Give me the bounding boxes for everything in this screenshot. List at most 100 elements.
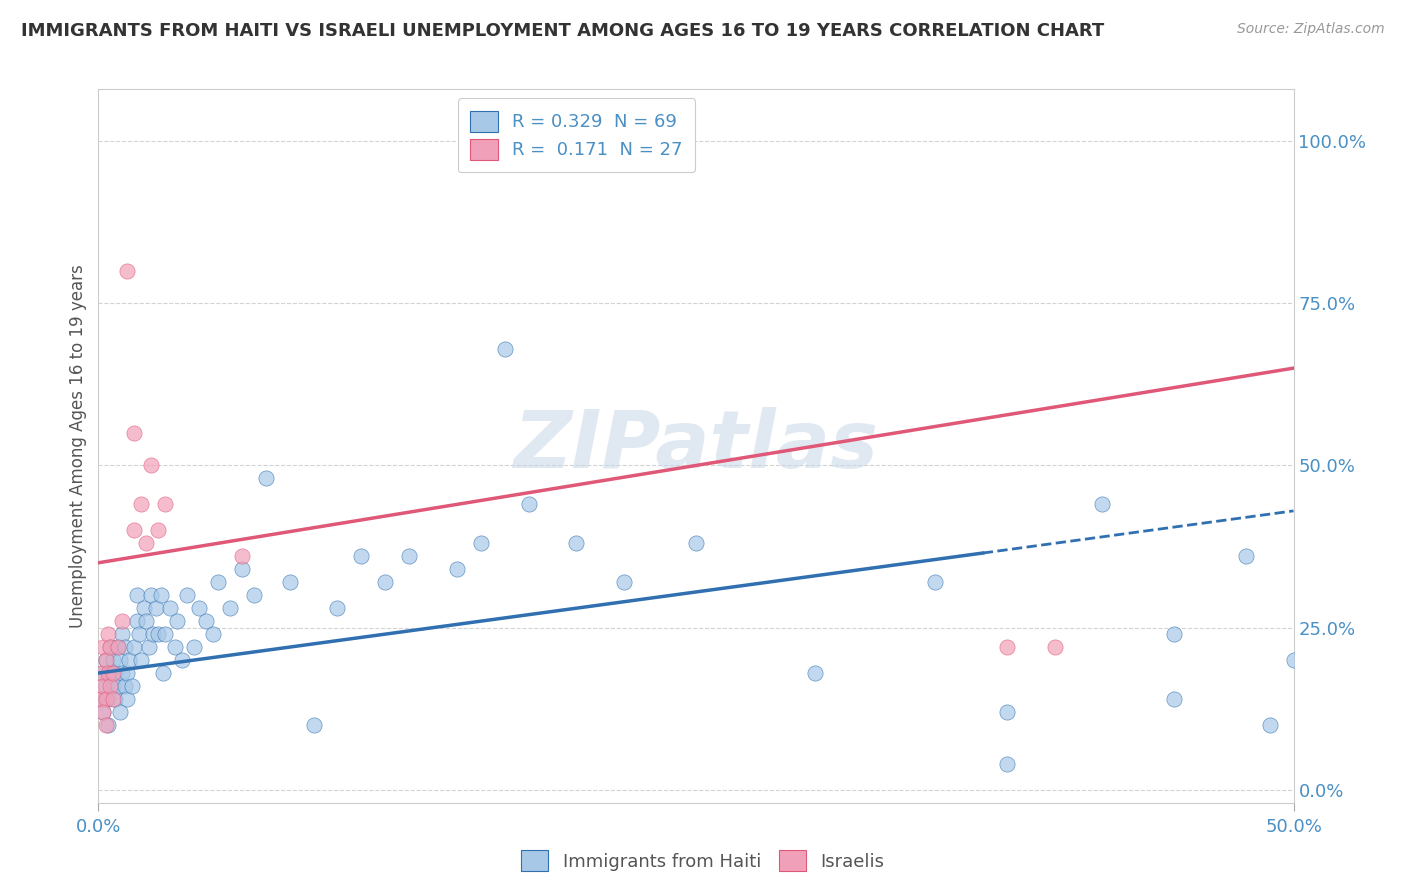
Point	[176, 588, 198, 602]
Point	[94, 679, 117, 693]
Point	[398, 549, 420, 564]
Point	[494, 342, 516, 356]
Point	[121, 679, 143, 693]
Point	[613, 575, 636, 590]
Point	[924, 575, 946, 590]
Point	[1258, 718, 1281, 732]
Point	[183, 640, 205, 654]
Point	[94, 718, 117, 732]
Point	[98, 666, 122, 681]
Text: Source: ZipAtlas.com: Source: ZipAtlas.com	[1237, 22, 1385, 37]
Point	[135, 536, 157, 550]
Point	[302, 718, 325, 732]
Point	[91, 640, 114, 654]
Point	[114, 640, 136, 654]
Point	[278, 575, 301, 590]
Point	[995, 640, 1018, 654]
Point	[94, 653, 117, 667]
Point	[148, 627, 170, 641]
Text: IMMIGRANTS FROM HAITI VS ISRAELI UNEMPLOYMENT AMONG AGES 16 TO 19 YEARS CORRELAT: IMMIGRANTS FROM HAITI VS ISRAELI UNEMPLO…	[21, 22, 1104, 40]
Point	[155, 627, 177, 641]
Point	[104, 666, 127, 681]
Point	[1043, 640, 1066, 654]
Point	[97, 692, 120, 706]
Point	[118, 653, 141, 667]
Point	[243, 588, 266, 602]
Y-axis label: Unemployment Among Ages 16 to 19 years: Unemployment Among Ages 16 to 19 years	[69, 264, 87, 628]
Point	[149, 588, 172, 602]
Point	[115, 666, 138, 681]
Point	[91, 679, 114, 693]
Point	[446, 562, 468, 576]
Point	[1282, 653, 1305, 667]
Point	[115, 692, 138, 706]
Point	[104, 692, 127, 706]
Legend: R = 0.329  N = 69, R =  0.171  N = 27: R = 0.329 N = 69, R = 0.171 N = 27	[458, 98, 695, 172]
Point	[97, 718, 120, 732]
Point	[326, 601, 349, 615]
Point	[207, 575, 229, 590]
Point	[685, 536, 707, 550]
Point	[1234, 549, 1257, 564]
Point	[124, 425, 146, 440]
Point	[131, 653, 153, 667]
Point	[187, 601, 209, 615]
Point	[107, 679, 129, 693]
Legend: Immigrants from Haiti, Israelis: Immigrants from Haiti, Israelis	[515, 843, 891, 879]
Point	[138, 640, 160, 654]
Point	[90, 692, 112, 706]
Point	[1163, 692, 1185, 706]
Point	[231, 562, 253, 576]
Point	[148, 524, 170, 538]
Point	[254, 471, 277, 485]
Point	[111, 627, 134, 641]
Text: ZIPatlas: ZIPatlas	[513, 407, 879, 485]
Point	[115, 264, 138, 278]
Point	[90, 692, 112, 706]
Point	[139, 588, 162, 602]
Point	[101, 653, 124, 667]
Point	[107, 640, 129, 654]
Point	[94, 692, 117, 706]
Point	[128, 627, 150, 641]
Point	[350, 549, 373, 564]
Point	[125, 614, 148, 628]
Point	[219, 601, 242, 615]
Point	[1091, 497, 1114, 511]
Point	[111, 666, 134, 681]
Point	[195, 614, 218, 628]
Point	[202, 627, 225, 641]
Point	[108, 705, 131, 719]
Point	[111, 614, 134, 628]
Point	[98, 640, 122, 654]
Point	[124, 640, 146, 654]
Point	[97, 627, 120, 641]
Point	[139, 458, 162, 473]
Point	[163, 640, 186, 654]
Point	[132, 601, 155, 615]
Point	[131, 497, 153, 511]
Point	[166, 614, 188, 628]
Point	[94, 653, 117, 667]
Point	[108, 653, 131, 667]
Point	[107, 640, 129, 654]
Point	[152, 666, 174, 681]
Point	[231, 549, 253, 564]
Point	[91, 705, 114, 719]
Point	[135, 614, 157, 628]
Point	[565, 536, 588, 550]
Point	[374, 575, 396, 590]
Point	[101, 679, 124, 693]
Point	[804, 666, 827, 681]
Point	[142, 627, 165, 641]
Point	[98, 679, 122, 693]
Point	[91, 666, 114, 681]
Point	[124, 524, 146, 538]
Point	[159, 601, 181, 615]
Point	[995, 756, 1018, 771]
Point	[101, 666, 124, 681]
Point	[91, 705, 114, 719]
Point	[97, 666, 120, 681]
Point	[101, 692, 124, 706]
Point	[172, 653, 194, 667]
